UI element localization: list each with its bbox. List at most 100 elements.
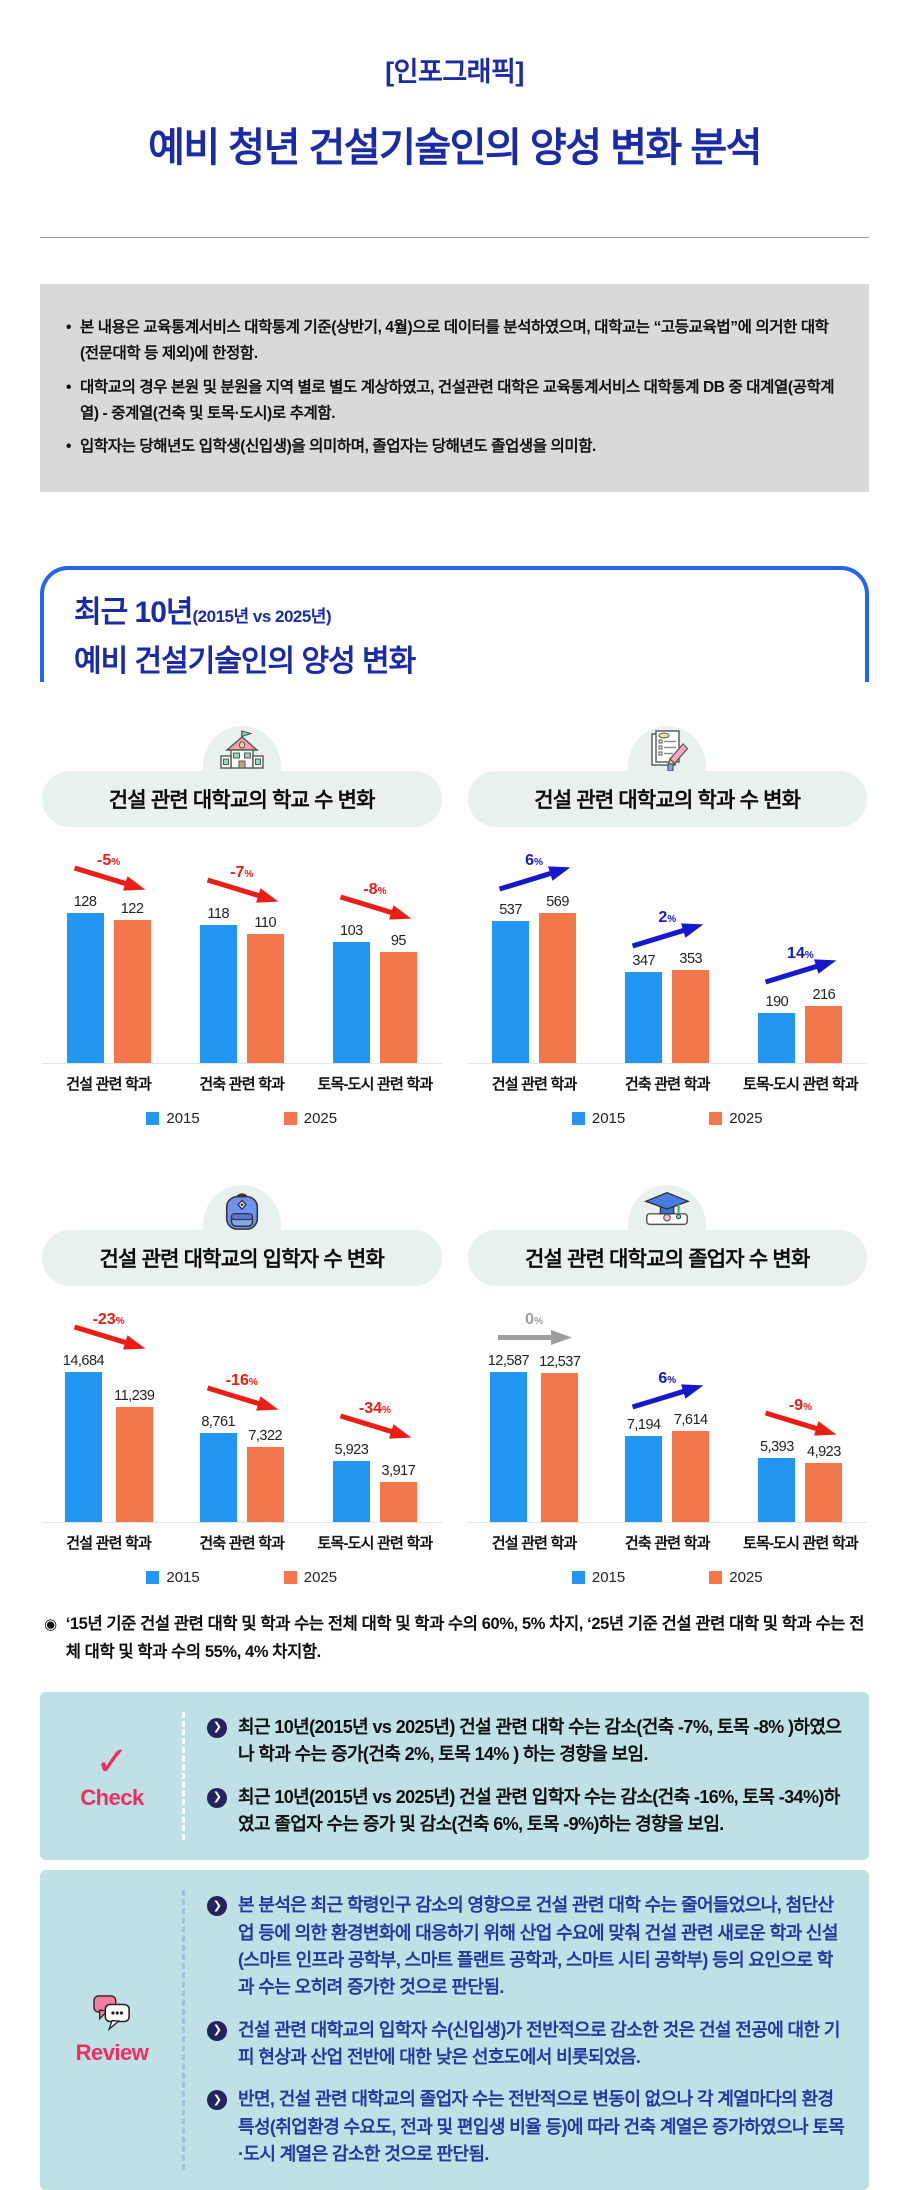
change-arrow-down: -8% (327, 880, 423, 920)
bar-value: 95 (390, 932, 407, 949)
chevron-bullet-icon (207, 1787, 227, 1808)
chart-title-rest: 대학교의 학교 수 변화 (192, 788, 376, 812)
change-label: 6% (658, 1369, 677, 1387)
bar-2015 (492, 920, 530, 1063)
bar-column: 118 (199, 905, 237, 1063)
change-arrow-down: -9% (752, 1396, 848, 1436)
bar-column: 353 (672, 951, 710, 1063)
review-item-text: 반면, 건설 관련 대학교의 졸업자 수는 전반적으로 변동이 없으나 각 계열… (238, 2089, 845, 2165)
legend-item-2015: 2015 (146, 1109, 200, 1127)
legend-swatch-icon (571, 1111, 585, 1125)
bar-column: 122 (113, 900, 151, 1063)
review-item: 본 분석은 최근 학령인구 감소의 영향으로 건설 관련 대학 수는 줄어들었으… (207, 1892, 845, 2001)
dashed-divider (182, 1890, 185, 2171)
bar-column: 14,684 (63, 1353, 105, 1522)
legend-label: 2025 (729, 1568, 763, 1586)
check-side: ✓ Check (64, 1710, 160, 1842)
chart-title: 건설 관련 대학교의 졸업자 수 변화 (467, 1229, 867, 1286)
section-header-frame: 최근 10년(2015년 vs 2025년) 예비 건설기술인의 양성 변화 (40, 565, 869, 682)
bar-2025 (805, 1005, 843, 1063)
legend-label: 2015 (166, 1109, 200, 1127)
note-item: • 입학자는 당해년도 입학생(신입생)을 의미하며, 졸업자는 당해년도 졸업생… (66, 434, 843, 460)
chart-legend: 2015 2025 (468, 1110, 868, 1127)
bar-2015 (199, 924, 237, 1063)
change-label: -9% (788, 1396, 812, 1414)
change-label: -5% (97, 851, 121, 869)
legend-label: 2025 (729, 1109, 763, 1127)
bar-value: 11,239 (114, 1387, 155, 1404)
bar-group: -9% 5,393 4,923 (734, 1300, 867, 1522)
bar-value: 103 (340, 922, 363, 939)
bar-group: 6% 7,194 7,614 (601, 1300, 734, 1522)
chart-panel-2: 건설 관련 대학교의 학과 수 변화 6% 537 569 2% 347 353 14% 190… (467, 725, 868, 1127)
change-label: -8% (363, 880, 387, 898)
category-label: 토목-도시 관련 학과 (742, 1534, 859, 1552)
category-label: 건축 관련 학과 (199, 1534, 285, 1552)
bar-2025 (539, 912, 577, 1063)
chevron-bullet-icon (207, 1717, 227, 1738)
check-item-text: 최근 10년(2015년 vs 2025년) 건설 관련 대학 수는 감소(건축… (238, 1716, 842, 1765)
bar-column: 190 (758, 994, 796, 1063)
category-axis: 건설 관련 학과 건축 관련 학과 토목-도시 관련 학과 (42, 1073, 442, 1094)
bar-value: 4,923 (807, 1443, 841, 1460)
page-title: 예비 청년 건설기술인의 양성 변화 분석 (148, 126, 762, 170)
plot-area: 0% 12,587 12,537 6% 7,194 7,614 -9% 5,393 4,923 (467, 1300, 867, 1523)
legend-swatch-icon (146, 1111, 160, 1125)
legend-swatch-icon (283, 1570, 297, 1584)
bar-group: -5% 128 122 (42, 841, 175, 1063)
legend-item-2025: 2025 (283, 1109, 338, 1127)
bullet-dot-icon: • (66, 438, 72, 456)
legend-label: 2025 (303, 1109, 338, 1127)
change-label: -7% (230, 863, 254, 881)
legend-swatch-icon (709, 1570, 723, 1584)
check-icon: ✓ (95, 1739, 129, 1784)
bar-column: 103 (332, 922, 370, 1063)
bar-value: 5,393 (760, 1438, 794, 1455)
category-label: 토목-도시 관련 학과 (742, 1075, 859, 1093)
chevron-bullet-icon (207, 2090, 227, 2111)
bar-group: 14% 190 216 (734, 841, 867, 1063)
check-item: 최근 10년(2015년 vs 2025년) 건설 관련 대학 수는 감소(건축… (207, 1714, 845, 1769)
section-title-big: 최근 10년 (74, 595, 194, 629)
change-arrow-down: -5% (61, 851, 157, 891)
footnote-bullet-icon: ◉ (44, 1615, 57, 1633)
bar-2025 (541, 1372, 579, 1522)
bar-value: 122 (120, 900, 144, 917)
footnote: ◉ ‘15년 기준 건설 관련 대학 및 학과 수는 전체 대학 및 학과 수의… (40, 1610, 869, 1666)
change-arrow-up: 2% (619, 909, 715, 949)
bar-2015 (332, 1460, 370, 1522)
legend-item-2025: 2025 (709, 1568, 763, 1586)
chart-panel-1: 건설 관련 대학교의 학교 수 변화 -5% 128 122 -7% 118 110 -8% 1… (42, 725, 442, 1127)
chart-title-rest: 대학교의 입학자 수 변화 (183, 1247, 385, 1271)
review-side: Review (64, 1888, 160, 2172)
change-arrow-down: -7% (194, 863, 290, 903)
check-box: ✓ Check 최근 10년(2015년 vs 2025년) 건설 관련 대학 … (40, 1691, 869, 1861)
bar-column: 3,917 (379, 1463, 417, 1522)
bar-value: 128 (73, 893, 97, 910)
legend-item-2015: 2015 (146, 1568, 200, 1586)
bar-2015 (64, 1371, 102, 1522)
category-label: 건설 관련 학과 (491, 1534, 578, 1552)
legend-label: 2015 (166, 1568, 200, 1586)
chart-title-rest: 대학교의 학과 수 변화 (618, 788, 801, 812)
chart-legend: 2015 2025 (42, 1569, 442, 1586)
bar-2025 (379, 1481, 417, 1522)
notes-list: • 본 내용은 교육통계서비스 대학통계 기준(상반기, 4월)으로 데이터를 분… (66, 315, 843, 461)
change-arrow-up: 6% (619, 1369, 715, 1410)
bar-value: 118 (207, 905, 230, 922)
bar-2015 (625, 971, 663, 1063)
bar-2025 (115, 1406, 153, 1522)
bar-column: 11,239 (114, 1387, 155, 1522)
bar-value: 569 (546, 893, 569, 910)
bar-2025 (246, 1446, 284, 1522)
plot-area: -23% 14,684 11,239 -16% 8,761 7,322 -34% 5,923 3… (42, 1300, 442, 1523)
bar-column: 7,322 (246, 1428, 284, 1522)
bar-2015 (199, 1432, 237, 1522)
chart-panel-3: 건설 관련 대학교의 입학자 수 변화 -23% 14,684 11,239 -16% 8… (42, 1184, 442, 1586)
change-label: 6% (525, 851, 543, 869)
bar-column: 347 (625, 953, 663, 1063)
bar-value: 537 (499, 901, 522, 918)
change-arrow-down: -16% (194, 1372, 290, 1411)
chart-panel-4: 건설 관련 대학교의 졸업자 수 변화 0% 12,587 12,537 6% 7,194… (467, 1184, 867, 1586)
note-item: • 대학교의 경우 본원 및 분원을 지역 별로 별도 계상하였고, 건설관련 대… (66, 375, 843, 428)
